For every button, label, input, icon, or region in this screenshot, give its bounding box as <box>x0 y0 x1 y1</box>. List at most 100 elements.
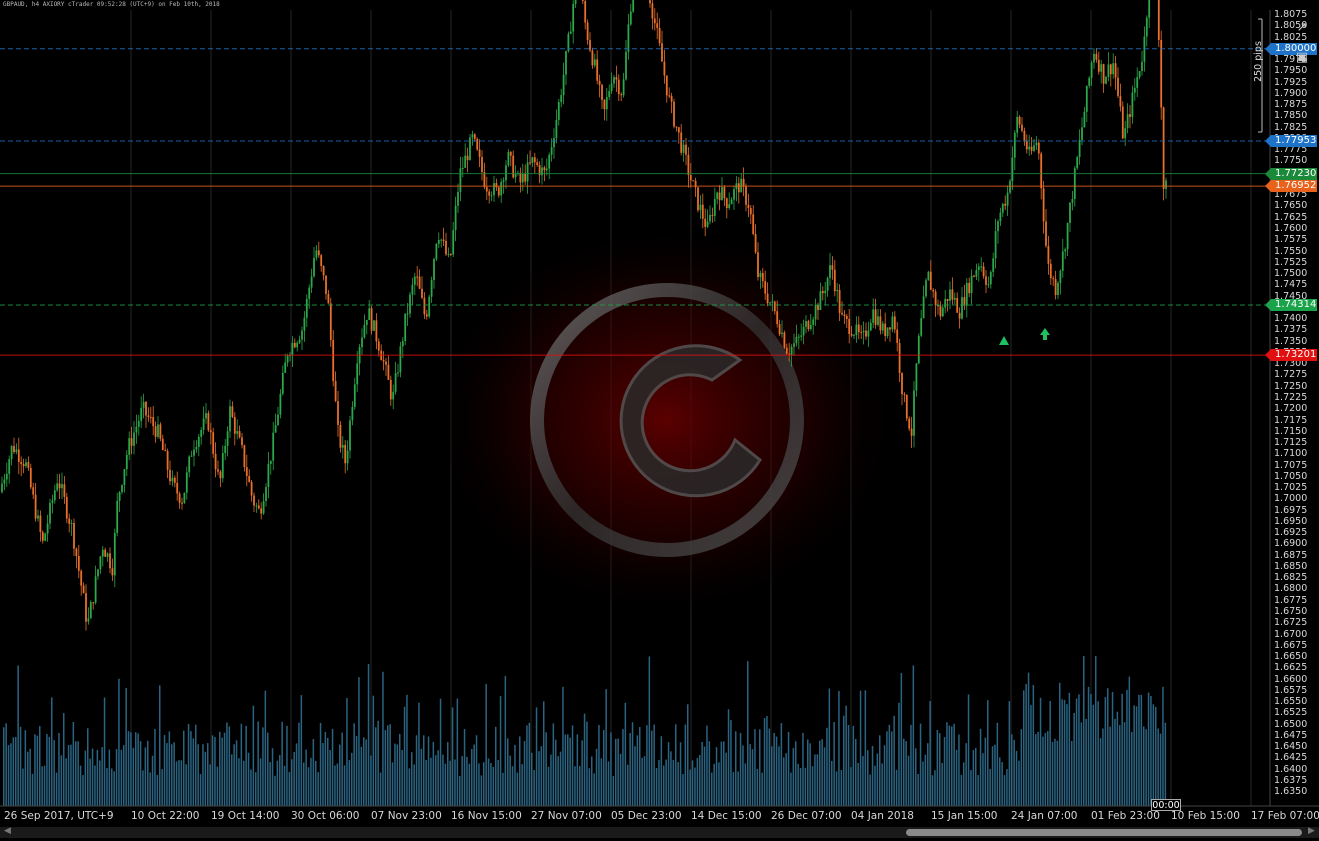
volume-bar <box>778 746 780 806</box>
volume-bar <box>1061 699 1063 806</box>
volume-bar <box>267 732 269 806</box>
candle-body <box>1085 85 1088 112</box>
candle-body <box>905 394 908 419</box>
candle-body <box>1016 116 1019 133</box>
candle-body <box>500 181 503 196</box>
candle-body <box>903 394 906 396</box>
volume-bar <box>509 755 511 806</box>
candle-body <box>985 276 987 285</box>
volume-bar <box>127 731 130 806</box>
volume-bar <box>223 732 226 806</box>
volume-bar <box>552 723 555 806</box>
candle-body <box>337 401 339 425</box>
candle-body <box>819 291 822 310</box>
candle-body <box>1054 279 1057 296</box>
volume-bar <box>15 736 17 806</box>
volume-bar <box>927 743 929 806</box>
candle-body <box>29 467 32 488</box>
candle-body <box>253 495 255 506</box>
volume-bar <box>238 758 240 806</box>
price-tick-label: 1.7350 <box>1274 335 1308 347</box>
candle-body <box>1004 203 1007 206</box>
candle-body <box>301 330 303 340</box>
candle-body <box>346 450 349 464</box>
volume-bar <box>953 723 955 806</box>
volume-bar <box>773 732 775 806</box>
volume-bar <box>893 715 895 806</box>
volume-bar <box>51 697 53 806</box>
price-tick-label: 1.7500 <box>1274 268 1308 280</box>
candle-body <box>963 297 966 306</box>
volume-bar <box>473 744 475 806</box>
scrollbar-thumb[interactable] <box>906 829 1302 836</box>
price-tick-label: 1.7650 <box>1274 200 1308 212</box>
volume-bar <box>622 729 624 806</box>
candle-body <box>677 127 680 133</box>
candle-body <box>1133 87 1136 93</box>
candle-body <box>68 518 71 524</box>
candle-body <box>788 353 791 355</box>
candle-body <box>884 323 887 337</box>
camera-icon[interactable]: ▣ <box>1295 50 1309 65</box>
volume-bar <box>353 723 355 806</box>
scroll-left-arrow[interactable]: ◀ <box>4 826 11 836</box>
price-tag: 1.80000 <box>1265 42 1317 55</box>
volume-bar <box>132 747 135 806</box>
price-tick-label: 1.8050 <box>1274 20 1308 32</box>
volume-bar <box>27 751 29 806</box>
candle-body <box>653 18 656 24</box>
price-tick-label: 1.7975 <box>1274 54 1308 66</box>
candle-body <box>286 355 289 363</box>
volume-bar <box>118 678 120 806</box>
candle-body <box>1073 168 1076 199</box>
candle-body <box>1033 145 1035 151</box>
horizontal-levels[interactable] <box>0 48 1270 356</box>
candle-body <box>344 444 347 464</box>
volume-bar <box>785 753 787 806</box>
volume-bar <box>471 749 473 806</box>
candle-body <box>185 472 188 493</box>
price-tick-label: 1.7900 <box>1274 87 1308 99</box>
volume-bar <box>1042 736 1044 806</box>
volume-bar <box>823 747 826 806</box>
candle-body <box>181 502 183 504</box>
candle-body <box>531 157 534 163</box>
candle-body <box>581 0 584 1</box>
volume-bar <box>912 665 915 806</box>
candle-body <box>245 467 248 476</box>
price-tick-label: 1.6375 <box>1274 774 1308 786</box>
candle-body <box>25 462 27 467</box>
candle-body <box>617 79 620 95</box>
price-tick-label: 1.7025 <box>1274 482 1308 494</box>
volume-bar <box>564 734 567 806</box>
candle-body <box>109 553 111 569</box>
volume-bar <box>535 707 538 806</box>
volume-bar <box>571 725 574 806</box>
volume-bar <box>576 734 579 806</box>
volume-bar <box>934 770 936 806</box>
volume-bar <box>485 684 487 806</box>
candle-body <box>298 339 301 343</box>
horizontal-scrollbar[interactable] <box>0 827 1319 838</box>
candle-body <box>812 319 815 325</box>
candle-body <box>939 305 942 317</box>
volume-bar <box>641 757 643 806</box>
candle-body <box>1136 77 1139 88</box>
volume-bar <box>979 728 982 806</box>
volume-bar <box>300 695 303 806</box>
volume-bar <box>497 760 499 806</box>
candle-body <box>1057 282 1059 296</box>
candle-body <box>773 301 776 312</box>
candle-body <box>349 420 351 451</box>
volume-bar <box>329 749 331 806</box>
candle-body <box>65 496 68 519</box>
scroll-right-arrow[interactable]: ▶ <box>1308 826 1315 836</box>
volume-bar <box>1109 726 1111 806</box>
candle-body <box>841 312 843 315</box>
candle-body <box>113 532 116 576</box>
candle-body <box>1047 245 1050 264</box>
external-link-icon[interactable]: ↗ <box>1296 20 1308 35</box>
volume-bar <box>77 741 79 806</box>
candle-body <box>771 301 774 303</box>
